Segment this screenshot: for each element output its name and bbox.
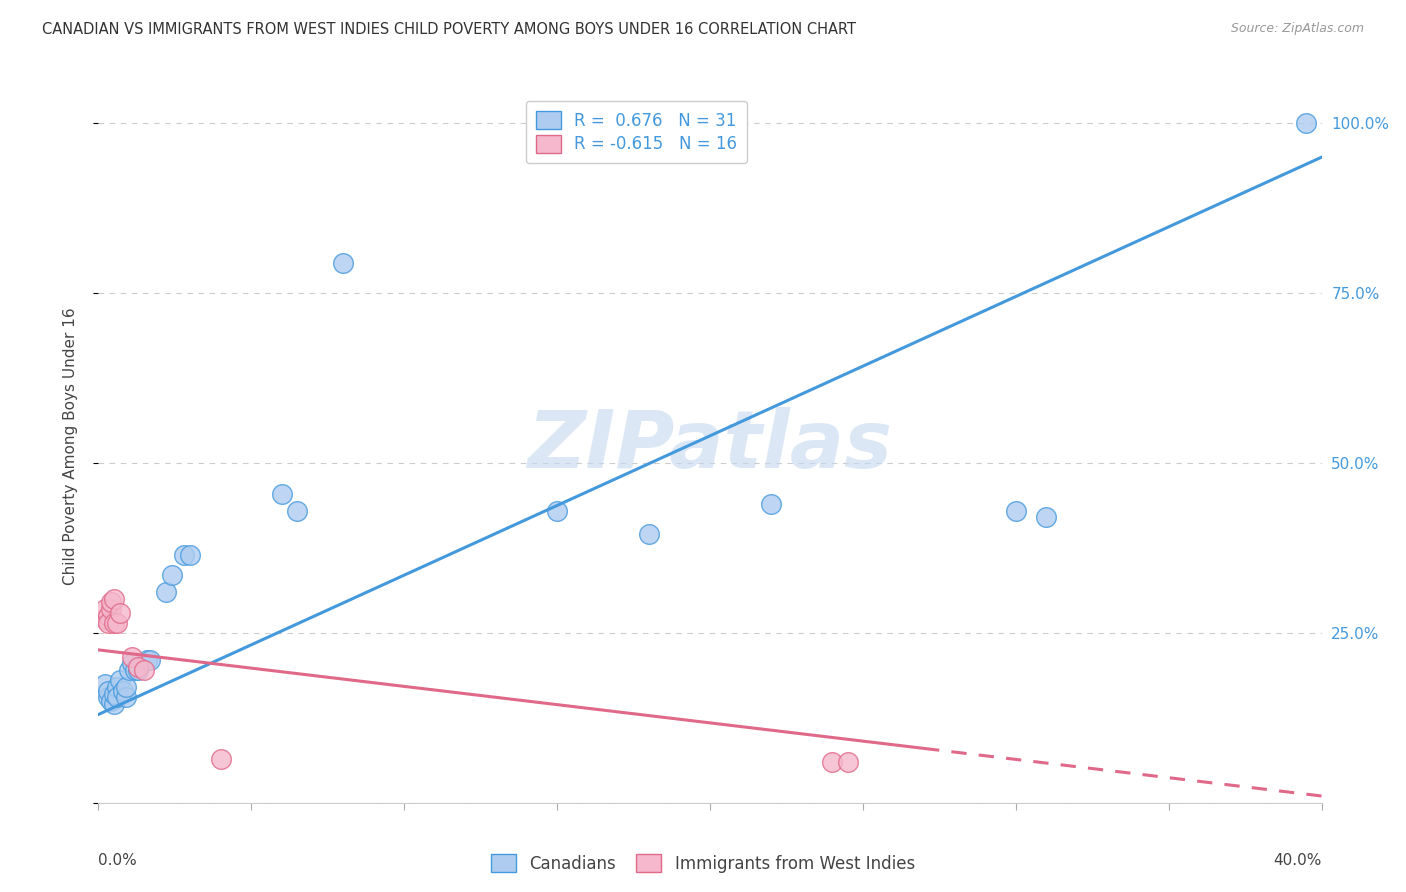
Point	[97, 608, 120, 623]
Point	[546, 503, 568, 517]
Point	[115, 680, 138, 694]
Point	[127, 663, 149, 677]
Point	[103, 591, 125, 606]
Point	[118, 663, 141, 677]
Point	[821, 755, 844, 769]
Text: ZIPatlas: ZIPatlas	[527, 407, 893, 485]
Point	[1035, 510, 1057, 524]
Point	[93, 677, 115, 691]
Point	[127, 660, 149, 674]
Text: CANADIAN VS IMMIGRANTS FROM WEST INDIES CHILD POVERTY AMONG BOYS UNDER 16 CORREL: CANADIAN VS IMMIGRANTS FROM WEST INDIES …	[42, 22, 856, 37]
Legend: Canadians, Immigrants from West Indies: Canadians, Immigrants from West Indies	[485, 847, 921, 880]
Point	[111, 683, 134, 698]
Point	[270, 486, 292, 500]
Point	[155, 585, 177, 599]
Point	[93, 602, 115, 616]
Point	[179, 548, 201, 562]
Point	[97, 690, 120, 705]
Point	[105, 690, 128, 705]
Point	[108, 606, 131, 620]
Point	[108, 673, 131, 688]
Point	[105, 615, 128, 630]
Point	[759, 497, 782, 511]
Point	[285, 503, 308, 517]
Point	[134, 663, 156, 677]
Point	[837, 755, 859, 769]
Point	[332, 255, 354, 269]
Point	[173, 548, 195, 562]
Y-axis label: Child Poverty Among Boys Under 16: Child Poverty Among Boys Under 16	[63, 307, 77, 585]
Point	[136, 653, 159, 667]
Point	[97, 615, 120, 630]
Point	[139, 653, 162, 667]
Point	[103, 687, 125, 701]
Point	[100, 694, 122, 708]
Point	[121, 657, 143, 671]
Point	[103, 615, 125, 630]
Point	[1004, 503, 1026, 517]
Point	[103, 698, 125, 712]
Point	[100, 595, 122, 609]
Point	[124, 663, 146, 677]
Point	[121, 649, 143, 664]
Legend: R =  0.676   N = 31, R = -0.615   N = 16: R = 0.676 N = 31, R = -0.615 N = 16	[526, 101, 748, 163]
Point	[105, 680, 128, 694]
Text: 40.0%: 40.0%	[1274, 853, 1322, 868]
Point	[97, 683, 120, 698]
Point	[160, 568, 183, 582]
Text: 0.0%: 0.0%	[98, 853, 138, 868]
Point	[100, 602, 122, 616]
Point	[115, 690, 138, 705]
Text: Source: ZipAtlas.com: Source: ZipAtlas.com	[1230, 22, 1364, 36]
Point	[93, 612, 115, 626]
Point	[209, 751, 232, 765]
Point	[1295, 116, 1317, 130]
Point	[637, 527, 661, 541]
